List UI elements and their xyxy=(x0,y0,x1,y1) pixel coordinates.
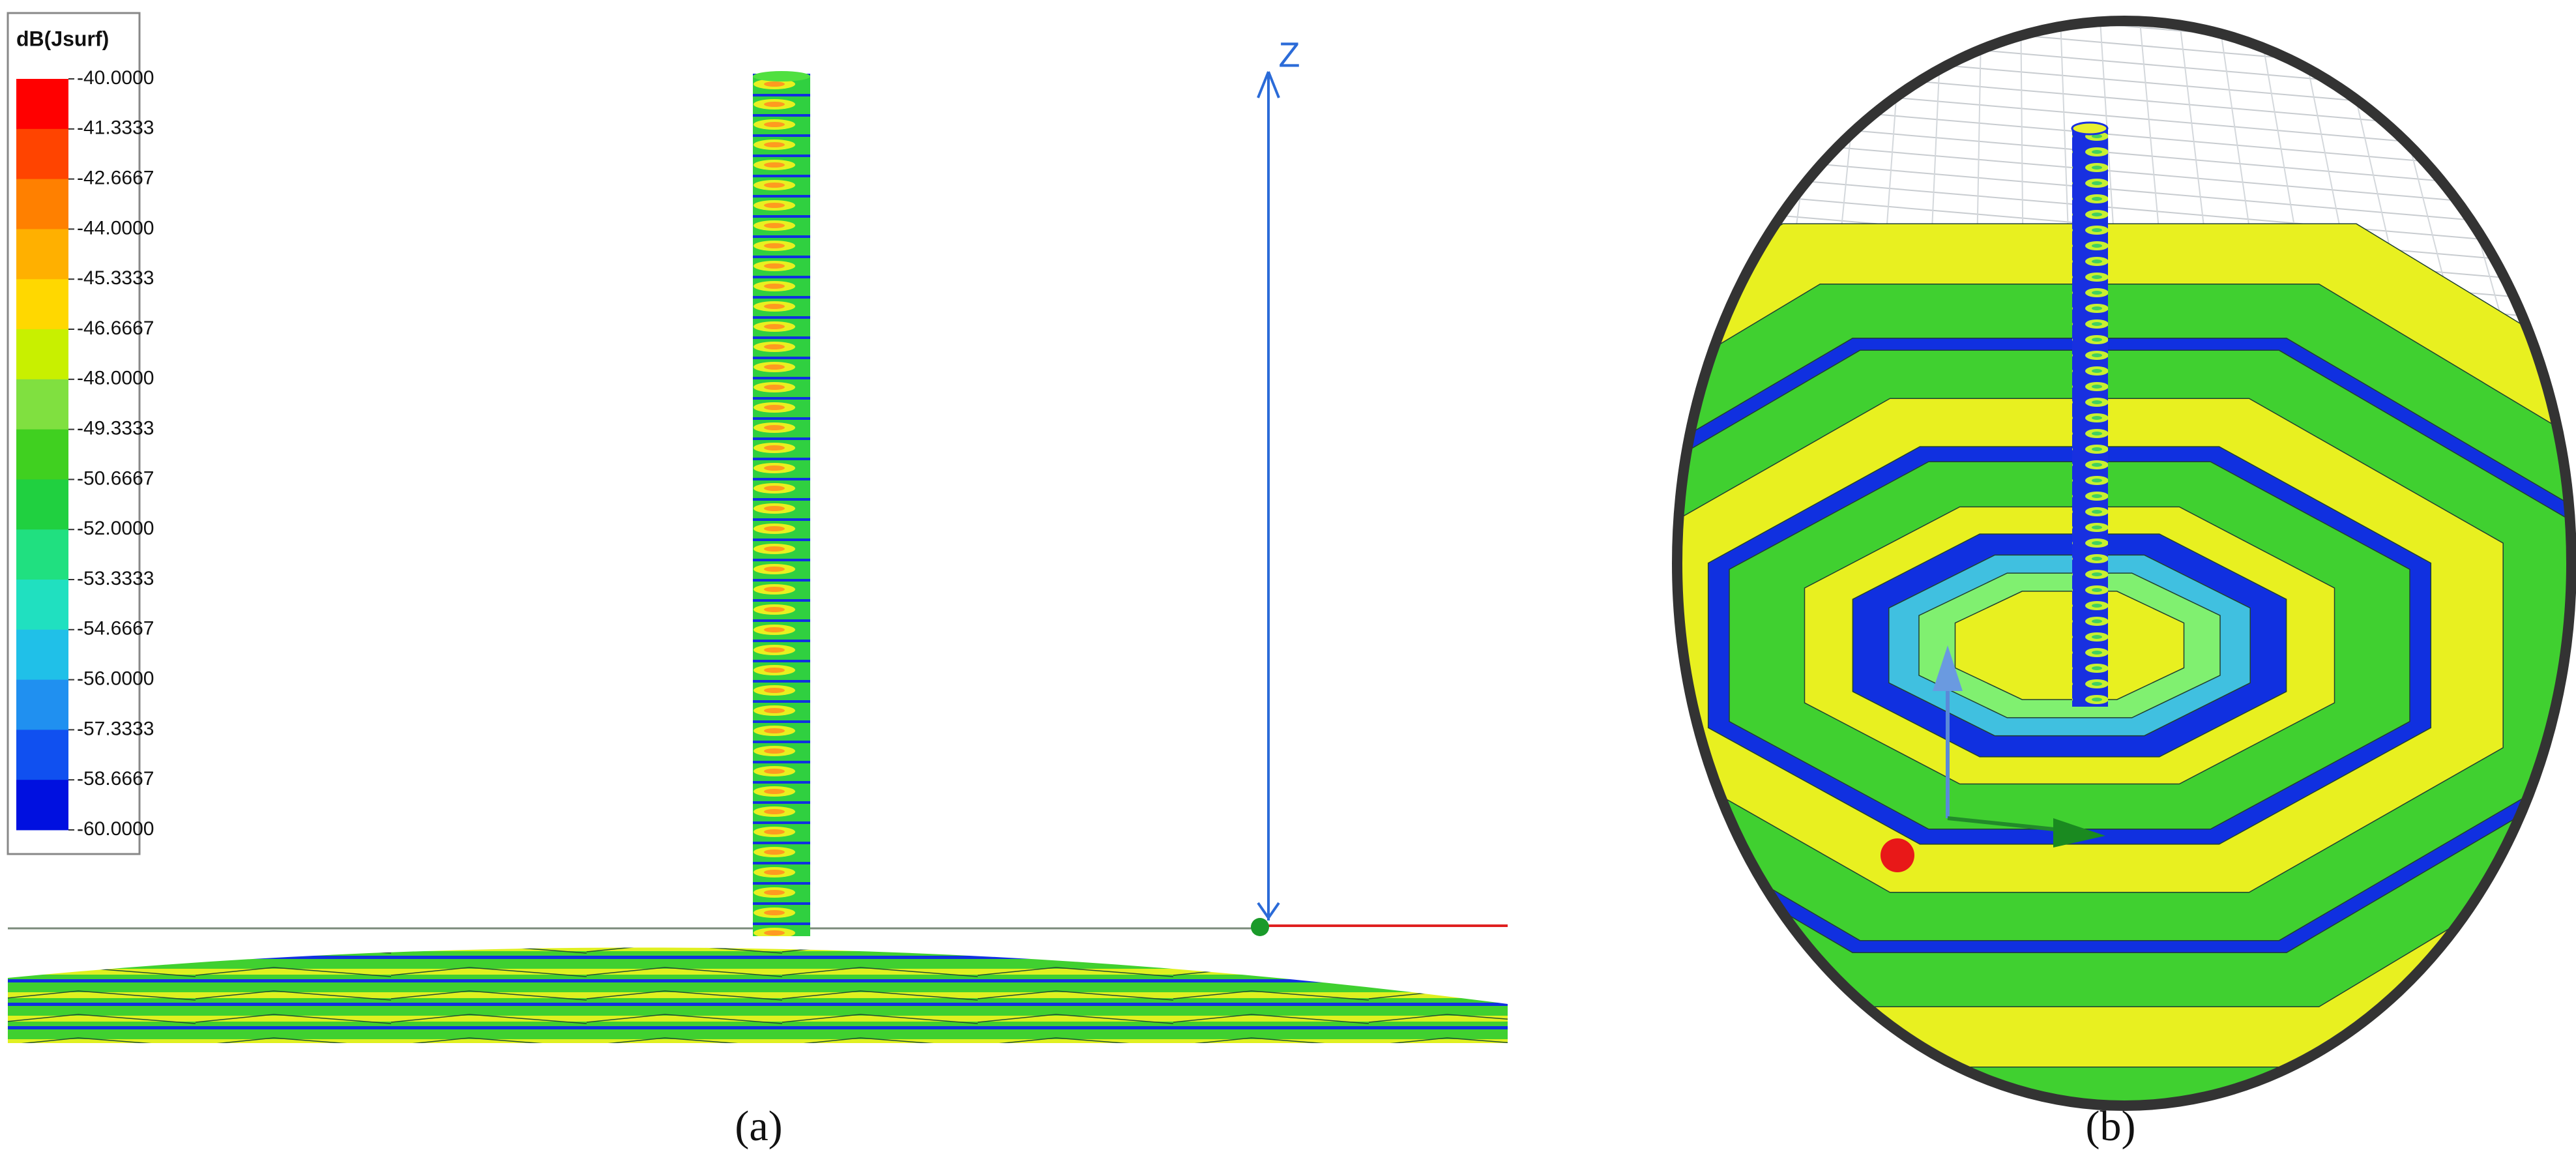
current-ring xyxy=(1954,591,2185,700)
monopole-rod xyxy=(753,74,810,936)
legend-swatch xyxy=(16,580,68,630)
caption-a: (a) xyxy=(735,1102,782,1150)
origin-point xyxy=(1251,918,1269,936)
lens-frame xyxy=(1672,16,2576,1111)
legend-label: -57.3333 xyxy=(77,718,154,739)
legend-swatch xyxy=(16,179,68,229)
ground-dome xyxy=(8,947,1508,1043)
legend-label: -46.6667 xyxy=(77,317,154,339)
grid-line xyxy=(1499,0,1669,717)
legend-label: -50.6667 xyxy=(77,467,154,489)
legend-label: -54.6667 xyxy=(77,618,154,640)
z-axis-tip xyxy=(1257,902,1280,921)
legend-swatch xyxy=(16,679,68,730)
legend-label: -52.0000 xyxy=(77,518,154,539)
legend-label: -45.3333 xyxy=(77,267,154,289)
triad-y xyxy=(1947,816,2073,833)
rod-top xyxy=(753,71,810,81)
legend-label: -42.6667 xyxy=(77,168,154,189)
z-axis-label: Z xyxy=(1279,35,1300,74)
panel-a: Z (a) xyxy=(8,35,1508,1150)
legend-label: -40.0000 xyxy=(77,67,154,89)
legend-label: -58.6667 xyxy=(77,768,154,789)
legend-label: -60.0000 xyxy=(77,818,154,840)
caption-b: (b) xyxy=(2086,1102,2136,1150)
current-rings xyxy=(1677,223,2571,1068)
triad-x-head xyxy=(1881,838,1914,872)
legend-swatch xyxy=(16,429,68,480)
legend-label: -53.3333 xyxy=(77,568,154,589)
legend-title: dB(Jsurf) xyxy=(16,27,109,50)
legend: -40.0000 -41.3333 -42.6667 -44.0000 -45.3333… xyxy=(16,67,154,840)
legend-swatch xyxy=(16,229,68,280)
grid-line xyxy=(1677,169,2571,248)
panel-b-view xyxy=(1499,0,2576,1106)
monopole-rod-b xyxy=(2072,128,2108,707)
triad-z-head xyxy=(1933,645,1963,691)
z-axis-arrow xyxy=(1257,71,1280,98)
legend-label: -56.0000 xyxy=(77,668,154,690)
legend-label: -48.0000 xyxy=(77,368,154,389)
legend-label: -41.3333 xyxy=(77,117,154,139)
legend-label: -49.3333 xyxy=(77,418,154,439)
legend-swatch xyxy=(16,479,68,530)
legend-swatch xyxy=(16,780,68,831)
legend-swatch xyxy=(16,379,68,430)
legend-swatch xyxy=(16,79,68,130)
legend-swatch xyxy=(16,629,68,681)
legend-swatch xyxy=(16,128,68,180)
grid-line xyxy=(1669,0,2576,10)
legend-swatch xyxy=(16,279,68,330)
legend-swatch xyxy=(16,730,68,780)
triad-y-head xyxy=(2053,818,2105,848)
rod-top-b xyxy=(2071,121,2109,136)
legend-label: -44.0000 xyxy=(77,217,154,239)
panel-b: (b) xyxy=(1499,0,2576,1150)
legend-swatch xyxy=(16,329,68,380)
legend-swatch xyxy=(16,529,68,580)
